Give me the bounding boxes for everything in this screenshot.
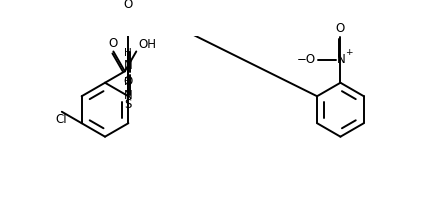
- Text: N: N: [337, 53, 345, 66]
- Text: −O: −O: [297, 53, 316, 66]
- Text: N: N: [124, 59, 133, 72]
- Text: O: O: [108, 37, 117, 50]
- Text: OH: OH: [138, 38, 156, 51]
- Text: +: +: [345, 48, 353, 57]
- Text: N: N: [124, 89, 133, 102]
- Text: O: O: [124, 0, 133, 11]
- Text: O: O: [124, 75, 133, 88]
- Text: O: O: [336, 22, 345, 35]
- Text: Cl: Cl: [55, 113, 67, 126]
- Text: S: S: [125, 98, 132, 111]
- Text: H: H: [125, 48, 132, 58]
- Text: H: H: [125, 77, 132, 87]
